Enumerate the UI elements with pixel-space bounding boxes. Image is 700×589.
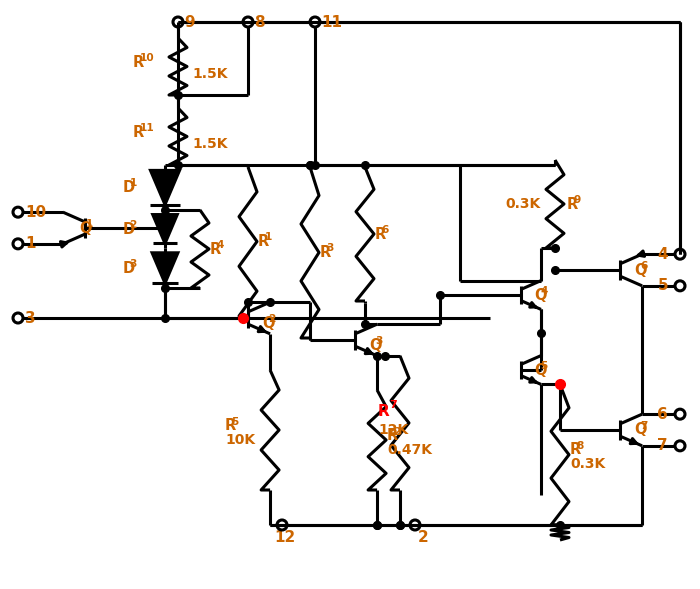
Polygon shape <box>150 170 179 204</box>
Text: 3: 3 <box>375 336 383 346</box>
Text: 1.5K: 1.5K <box>192 137 228 151</box>
Text: 5: 5 <box>232 418 239 428</box>
Text: 2: 2 <box>130 220 137 230</box>
Text: 11: 11 <box>321 15 342 29</box>
Text: R: R <box>387 429 398 444</box>
Text: R: R <box>375 227 386 241</box>
Text: R: R <box>225 419 237 434</box>
Text: 1.5K: 1.5K <box>192 67 228 81</box>
Text: 1: 1 <box>85 219 93 229</box>
Text: 10: 10 <box>139 54 154 64</box>
Text: 0.3K: 0.3K <box>505 197 540 211</box>
Polygon shape <box>152 253 178 283</box>
Text: 7: 7 <box>657 438 668 454</box>
Text: D: D <box>123 180 135 194</box>
Text: D: D <box>123 221 135 237</box>
Text: 4: 4 <box>657 247 668 262</box>
Text: 4: 4 <box>216 240 224 250</box>
Text: 1: 1 <box>265 232 272 242</box>
Text: R: R <box>570 442 581 458</box>
Text: R: R <box>258 233 270 249</box>
Text: 12K: 12K <box>378 423 408 437</box>
Text: 9: 9 <box>573 196 581 206</box>
Text: Q: Q <box>634 422 647 438</box>
Text: Q: Q <box>79 220 92 236</box>
Text: 6: 6 <box>657 406 668 422</box>
Text: 2: 2 <box>269 315 276 325</box>
Text: Q: Q <box>634 263 647 277</box>
Text: 3: 3 <box>326 243 334 253</box>
Text: Q: Q <box>369 337 382 352</box>
Text: 2: 2 <box>393 428 401 437</box>
Text: 4: 4 <box>540 286 548 296</box>
Text: 7: 7 <box>640 421 648 431</box>
Text: Q: Q <box>262 316 274 330</box>
Text: R: R <box>133 55 144 70</box>
Text: 8: 8 <box>577 441 584 451</box>
Text: 11: 11 <box>139 123 154 133</box>
Text: R: R <box>133 124 144 140</box>
Text: 7: 7 <box>389 399 397 409</box>
Polygon shape <box>153 214 177 243</box>
Text: R: R <box>378 405 390 419</box>
Text: 10K: 10K <box>225 433 256 447</box>
Text: 0.3K: 0.3K <box>570 457 606 471</box>
Text: 3: 3 <box>25 310 36 326</box>
Text: 0.47K: 0.47K <box>387 443 432 457</box>
Text: R: R <box>567 197 578 211</box>
Text: 6: 6 <box>640 262 648 272</box>
Text: 5: 5 <box>657 279 668 293</box>
Text: Q: Q <box>534 362 547 378</box>
Text: 6: 6 <box>382 226 389 236</box>
Text: R: R <box>320 244 331 260</box>
Text: Q: Q <box>534 287 547 303</box>
Text: D: D <box>123 260 135 276</box>
Text: 5: 5 <box>540 361 548 371</box>
Text: 1: 1 <box>130 178 137 188</box>
Text: 8: 8 <box>254 15 265 29</box>
Text: 9: 9 <box>184 15 195 29</box>
Text: 3: 3 <box>130 259 137 269</box>
Text: 2: 2 <box>418 530 428 544</box>
Text: 1: 1 <box>25 236 36 252</box>
Text: 10: 10 <box>25 204 46 220</box>
Text: 12: 12 <box>274 530 295 544</box>
Text: R: R <box>210 241 221 256</box>
